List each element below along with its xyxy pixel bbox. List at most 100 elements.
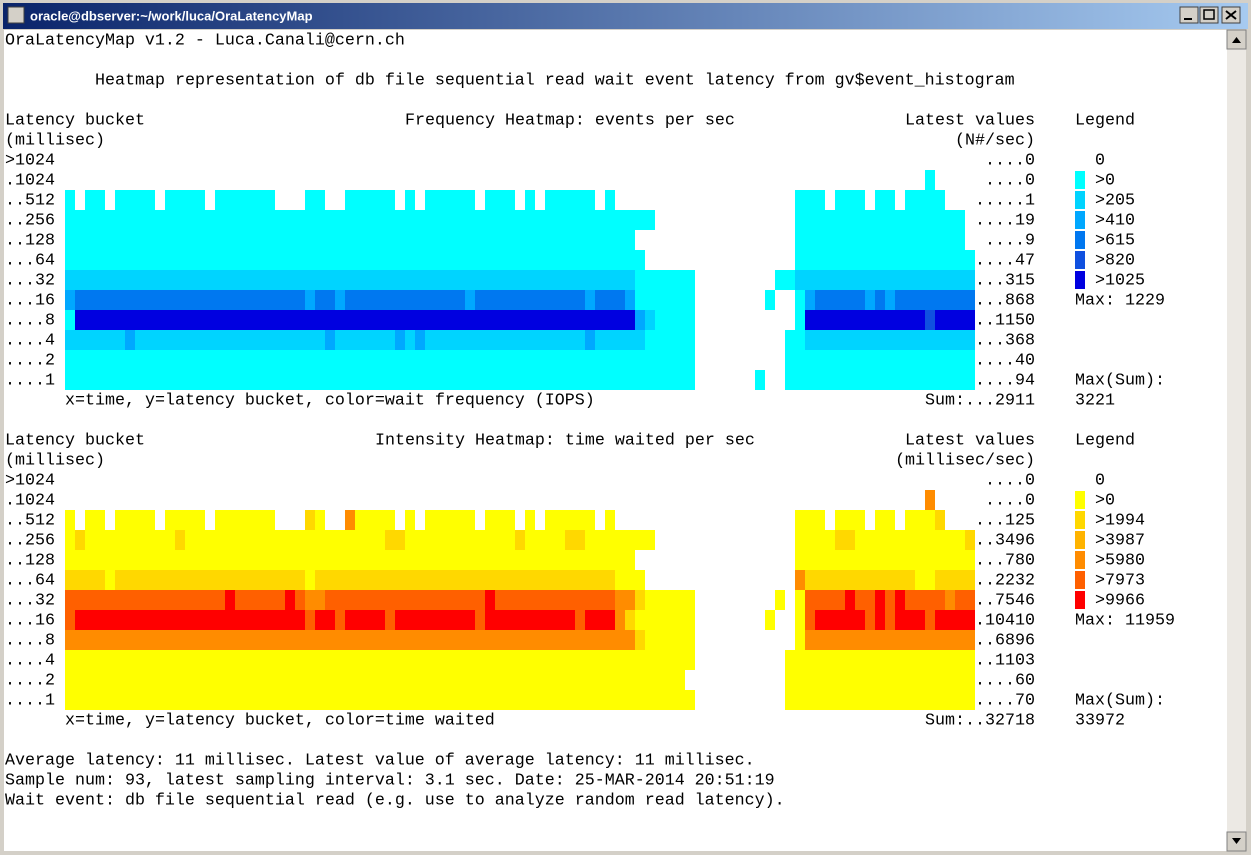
- heatmap-cell: [835, 590, 845, 610]
- heatmap-cell: [495, 150, 505, 170]
- heatmap-cell: [805, 630, 815, 650]
- heatmap-cell: [365, 370, 375, 390]
- heatmap-cell: [95, 550, 105, 570]
- heatmap-cell: [685, 630, 695, 650]
- heatmap-cell: [825, 610, 835, 630]
- heatmap-cell: [925, 590, 935, 610]
- heatmap-cell: [395, 210, 405, 230]
- heatmap-cell: [745, 650, 755, 670]
- heatmap-cell: [795, 150, 805, 170]
- heatmap-cell: [855, 490, 865, 510]
- heatmap-cell: [335, 470, 345, 490]
- heatmap-cell: [915, 190, 925, 210]
- heatmap-cell: [695, 530, 705, 550]
- heatmap-cell: [165, 590, 175, 610]
- heatmap-cell: [255, 330, 265, 350]
- heatmap-cell: [385, 570, 395, 590]
- heatmap-cell: [785, 150, 795, 170]
- heatmap-cell: [155, 310, 165, 330]
- heatmap-cell: [585, 230, 595, 250]
- heatmap-cell: [815, 670, 825, 690]
- heatmap-cell: [105, 610, 115, 630]
- heatmap-cell: [145, 270, 155, 290]
- heatmap-cell: [435, 270, 445, 290]
- heatmap-cell: [325, 190, 335, 210]
- heatmap-cell: [445, 610, 455, 630]
- heatmap-cell: [815, 530, 825, 550]
- heatmap-cell: [235, 210, 245, 230]
- minimize-button[interactable]: [1179, 6, 1199, 24]
- heatmap-cell: [425, 170, 435, 190]
- heatmap-cell: [295, 230, 305, 250]
- heatmap-cell: [655, 310, 665, 330]
- heatmap-cell: [825, 150, 835, 170]
- heatmap-cell: [955, 470, 965, 490]
- heatmap-cell: [915, 630, 925, 650]
- heatmap-cell: [335, 650, 345, 670]
- heatmap-cell: [155, 250, 165, 270]
- heatmap-cell: [965, 590, 975, 610]
- scroll-track[interactable]: [1227, 30, 1246, 851]
- heatmap-cell: [265, 690, 275, 710]
- heatmap-cell: [955, 270, 965, 290]
- heatmap-cell: [405, 310, 415, 330]
- heatmap-cell: [425, 190, 435, 210]
- heatmap-cell: [415, 270, 425, 290]
- heatmap-cell: [685, 590, 695, 610]
- heatmap-cell: [375, 690, 385, 710]
- heatmap-cell: [785, 230, 795, 250]
- heatmap-cell: [315, 590, 325, 610]
- heatmap-cell: [775, 370, 785, 390]
- heatmap-cell: [965, 550, 975, 570]
- heatmap-cell: [265, 610, 275, 630]
- heatmap-cell: [745, 250, 755, 270]
- window-buttons[interactable]: [1179, 6, 1241, 24]
- heatmap-cell: [595, 230, 605, 250]
- heatmap-cell: [765, 370, 775, 390]
- heatmap-cell: [665, 670, 675, 690]
- heatmap-cell: [765, 210, 775, 230]
- heatmap-cell: [855, 530, 865, 550]
- heatmap-cell: [205, 590, 215, 610]
- heatmap-cell: [85, 170, 95, 190]
- heatmap-cell: [385, 290, 395, 310]
- heatmap-cell: [895, 550, 905, 570]
- heatmap-cell: [215, 610, 225, 630]
- heatmap-cell: [205, 530, 215, 550]
- heatmap-cell: [105, 650, 115, 670]
- bucket-label: ...16: [5, 291, 55, 310]
- heatmap-cell: [845, 490, 855, 510]
- heatmap-cell: [495, 530, 505, 550]
- heatmap-cell: [355, 350, 365, 370]
- heatmap-cell: [255, 570, 265, 590]
- heatmap-cell: [185, 610, 195, 630]
- heatmap-cell: [845, 210, 855, 230]
- heatmap-cell: [855, 470, 865, 490]
- heatmap-cell: [805, 550, 815, 570]
- heatmap-cell: [405, 490, 415, 510]
- heatmap-cell: [815, 330, 825, 350]
- heatmap-cell: [285, 190, 295, 210]
- heatmap-cell: [875, 510, 885, 530]
- heatmap-cell: [65, 230, 75, 250]
- heatmap-cell: [905, 250, 915, 270]
- heatmap-cell: [635, 650, 645, 670]
- heatmap-cell: [895, 270, 905, 290]
- heatmap-cell: [135, 250, 145, 270]
- heatmap-cell: [745, 310, 755, 330]
- heatmap-cell: [605, 690, 615, 710]
- scrollbar[interactable]: [1226, 29, 1247, 852]
- heatmap-cell: [185, 330, 195, 350]
- heatmap-cell: [525, 490, 535, 510]
- heatmap-cell: [295, 550, 305, 570]
- heatmap-cell: [355, 170, 365, 190]
- heatmap-cell: [525, 590, 535, 610]
- heatmap-cell: [845, 670, 855, 690]
- y-label: Latency bucket: [5, 111, 145, 130]
- heatmap-cell: [95, 270, 105, 290]
- heatmap-cell: [575, 270, 585, 290]
- heatmap-cell: [615, 610, 625, 630]
- heatmap-cell: [475, 610, 485, 630]
- heatmap-cell: [865, 230, 875, 250]
- heatmap-cell: [705, 290, 715, 310]
